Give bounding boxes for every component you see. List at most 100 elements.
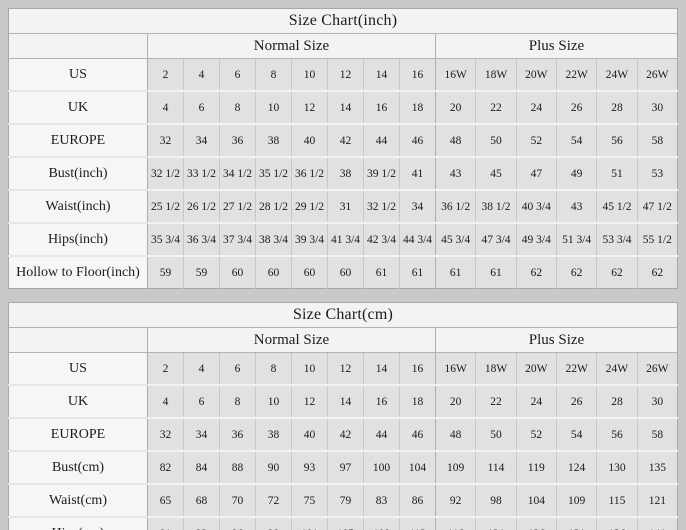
table-row: Bust(cm) 82 84 88 90 93 97 100 104 109 114 119 124 13… <box>8 451 678 485</box>
size-value-cell: 22 <box>475 91 517 125</box>
row-label: US <box>8 352 148 386</box>
size-value-cell: 79 <box>327 484 364 518</box>
size-value-cell: 20W <box>515 352 557 386</box>
size-value-cell: 6 <box>183 385 220 419</box>
size-value-cell: 126 <box>515 517 557 530</box>
table-row: EUROPE 32 34 36 38 40 42 44 46 48 50 52 54 56 58 <box>8 124 678 158</box>
table-row: Bust(inch) 32 1/2 33 1/2 34 1/2 35 1/2 36 1/2… <box>8 157 678 191</box>
size-value-cell: 34 1/2 <box>219 157 256 191</box>
row-label: Hollow to Floor(inch) <box>8 256 148 289</box>
size-value-cell: 96 <box>219 517 256 530</box>
corner-cell <box>8 33 148 59</box>
plus-size-header: Plus Size <box>435 33 678 59</box>
size-value-cell: 8 <box>219 91 256 125</box>
size-value-cell: 121 <box>636 484 678 518</box>
size-value-cell: 2 <box>147 352 184 386</box>
size-value-cell: 22W <box>555 352 597 386</box>
size-value-cell: 49 3/4 <box>515 223 557 257</box>
size-value-cell: 52 <box>515 124 557 158</box>
size-value-cell: 4 <box>147 385 184 419</box>
size-value-cell: 4 <box>147 91 184 125</box>
size-value-cell: 136 <box>596 517 638 530</box>
table-row: US 2 4 6 8 10 12 14 16 16W 18W 20W 22W 24W 26W <box>8 352 678 386</box>
row-label: UK <box>8 385 148 419</box>
size-value-cell: 6 <box>219 58 256 92</box>
size-value-cell: 46 <box>399 418 436 452</box>
size-value-cell: 115 <box>596 484 638 518</box>
table-row: Hips(cm)91929698101105109112116121126131… <box>8 517 678 530</box>
size-value-cell: 38 <box>255 418 292 452</box>
size-value-cell: 141 <box>636 517 678 530</box>
size-value-cell: 45 1/2 <box>596 190 638 224</box>
size-value-cell: 40 <box>291 124 328 158</box>
size-value-cell: 53 3/4 <box>596 223 638 257</box>
size-value-cell: 47 3/4 <box>475 223 517 257</box>
size-value-cell: 18 <box>399 91 436 125</box>
size-value-cell: 16W <box>434 352 476 386</box>
size-value-cell: 24 <box>515 385 557 419</box>
size-value-cell: 131 <box>555 517 597 530</box>
size-value-cell: 65 <box>147 484 184 518</box>
size-value-cell: 26 <box>555 385 597 419</box>
column-group-row: Normal Size Plus Size <box>8 33 678 59</box>
size-value-cell: 34 <box>183 418 220 452</box>
size-value-cell: 98 <box>255 517 292 530</box>
size-value-cell: 88 <box>219 451 256 485</box>
size-value-cell: 30 <box>636 385 678 419</box>
size-value-cell: 26 <box>555 91 597 125</box>
size-value-cell: 42 3/4 <box>363 223 400 257</box>
size-value-cell: 47 <box>515 157 557 191</box>
size-value-cell: 51 <box>596 157 638 191</box>
size-value-cell: 109 <box>555 484 597 518</box>
size-value-cell: 97 <box>327 451 364 485</box>
size-value-cell: 35 3/4 <box>147 223 184 257</box>
size-value-cell: 98 <box>475 484 517 518</box>
size-value-cell: 114 <box>475 451 517 485</box>
size-value-cell: 41 <box>399 157 436 191</box>
size-value-cell: 91 <box>147 517 184 530</box>
size-value-cell: 46 <box>399 124 436 158</box>
size-value-cell: 18W <box>475 58 517 92</box>
size-value-cell: 14 <box>327 385 364 419</box>
size-value-cell: 16 <box>399 58 436 92</box>
size-chart-inch-table: Size Chart(inch) Normal Size Plus Size U… <box>8 8 678 289</box>
size-value-cell: 45 3/4 <box>434 223 476 257</box>
normal-size-header: Normal Size <box>147 327 436 353</box>
size-value-cell: 22 <box>475 385 517 419</box>
size-value-cell: 47 1/2 <box>636 190 678 224</box>
size-value-cell: 72 <box>255 484 292 518</box>
row-label: EUROPE <box>8 418 148 452</box>
size-value-cell: 101 <box>291 517 328 530</box>
size-value-cell: 20 <box>434 385 476 419</box>
table-title-row: Size Chart(inch) <box>8 8 678 34</box>
size-value-cell: 49 <box>555 157 597 191</box>
table-row: Waist(cm) 65 68 70 72 75 79 83 86 92 98 104 109 115 12… <box>8 484 678 518</box>
size-value-cell: 100 <box>363 451 400 485</box>
size-value-cell: 16 <box>399 352 436 386</box>
table-row: US 2 4 6 8 10 12 14 16 16W 18W 20W 22W 24W 26W <box>8 58 678 92</box>
size-value-cell: 40 3/4 <box>515 190 557 224</box>
size-value-cell: 58 <box>636 418 678 452</box>
size-value-cell: 8 <box>255 352 292 386</box>
size-value-cell: 10 <box>291 352 328 386</box>
size-value-cell: 60 <box>219 256 256 289</box>
plus-size-header: Plus Size <box>435 327 678 353</box>
size-value-cell: 83 <box>363 484 400 518</box>
size-value-cell: 36 1/2 <box>434 190 476 224</box>
size-value-cell: 56 <box>596 418 638 452</box>
size-value-cell: 12 <box>291 385 328 419</box>
size-value-cell: 61 <box>475 256 517 289</box>
size-value-cell: 33 1/2 <box>183 157 220 191</box>
size-value-cell: 109 <box>363 517 400 530</box>
size-value-cell: 124 <box>555 451 597 485</box>
size-value-cell: 16W <box>434 58 476 92</box>
size-value-cell: 12 <box>291 91 328 125</box>
size-value-cell: 92 <box>183 517 220 530</box>
table-row: Hollow to Floor(inch) 59 59 60 60 60 60 61 61 61 6… <box>8 256 678 289</box>
size-value-cell: 75 <box>291 484 328 518</box>
size-value-cell: 34 <box>399 190 436 224</box>
size-value-cell: 61 <box>434 256 476 289</box>
size-value-cell: 32 <box>147 124 184 158</box>
size-value-cell: 34 <box>183 124 220 158</box>
